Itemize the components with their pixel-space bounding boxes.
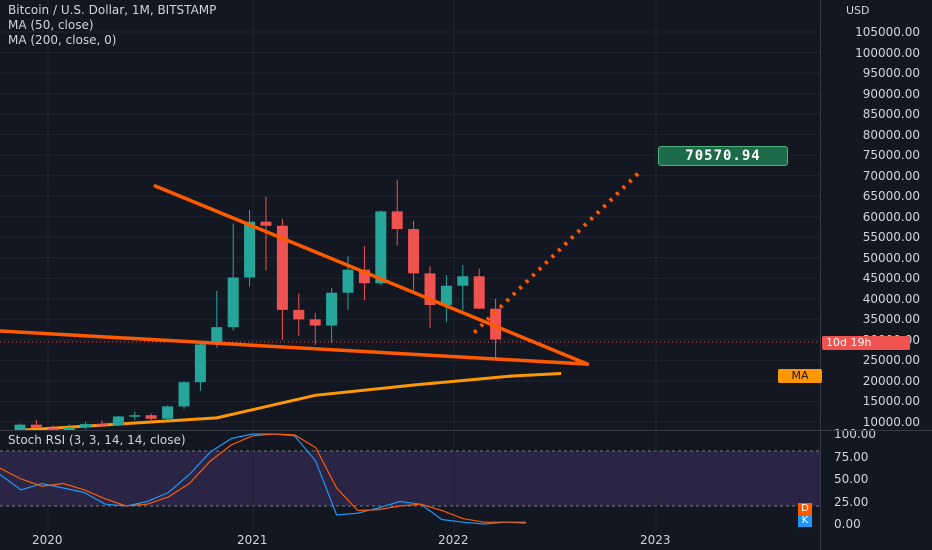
stoch-rsi-d-line [0, 433, 526, 523]
candle-body [30, 424, 42, 428]
time-tick-label: 2023 [640, 533, 671, 547]
axis-divider [820, 0, 821, 550]
candle-body [309, 319, 321, 326]
candle-body [326, 292, 338, 326]
candles [14, 179, 502, 430]
candle-body [47, 427, 59, 430]
ma-200-line [19, 372, 562, 430]
candle-body [129, 415, 141, 417]
price-tick-label: 65000.00 [862, 189, 920, 204]
candle-body [162, 406, 174, 419]
candle-body [260, 221, 272, 226]
stoch-rsi-panel[interactable] [0, 430, 820, 530]
candle-body [276, 225, 288, 310]
stoch-rsi-legend[interactable]: Stoch RSI (3, 3, 14, 14, close) [8, 433, 186, 447]
candle-body [145, 415, 157, 419]
rsi-tick-label: 25.00 [834, 494, 869, 509]
stoch-rsi-k-line [0, 433, 527, 525]
candle-body [473, 276, 485, 309]
price-tick-label: 100000.00 [855, 45, 920, 60]
symbol-title[interactable]: Bitcoin / U.S. Dollar, 1M, BITSTAMP [8, 3, 217, 17]
candle-body [440, 285, 452, 305]
candle-body [14, 424, 26, 430]
candle-body [63, 427, 75, 430]
candle-body [96, 424, 108, 426]
rsi-lines [0, 433, 527, 525]
time-axis[interactable]: 2020 2021 2022 2023 [0, 530, 820, 550]
trendlines [0, 171, 640, 366]
candle-body [211, 327, 223, 345]
countdown-tag: 10d 19h [822, 336, 910, 350]
lower-trendline [0, 329, 590, 366]
price-axis[interactable]: 10000.0015000.0020000.0025000.0030000.00… [820, 0, 932, 550]
price-tick-label: 95000.00 [862, 66, 920, 81]
candle-body [457, 276, 469, 286]
price-tick-label: 105000.00 [855, 25, 920, 39]
candle-body [391, 211, 403, 230]
price-tick-label: 45000.00 [862, 271, 920, 286]
candle-body [227, 277, 239, 328]
price-grid [0, 0, 820, 430]
candle-body [293, 309, 305, 320]
ma-tag: MA [778, 369, 822, 383]
price-tick-label: 70000.00 [862, 168, 920, 183]
rsi-tick-label: 50.00 [834, 472, 869, 486]
currency-label[interactable]: USD [846, 4, 870, 17]
d-label: D [798, 503, 812, 515]
price-tick-label: 75000.00 [862, 148, 920, 163]
price-tick-label: 10000.00 [862, 415, 920, 429]
rsi-tick-label: 75.00 [834, 449, 869, 464]
rsi-tick-label: 0.00 [834, 517, 861, 531]
ma-line [19, 372, 562, 430]
rsi-grid [47, 430, 657, 530]
time-tick-label: 2022 [438, 533, 469, 547]
candle-body [244, 221, 256, 278]
price-tick-label: 40000.00 [862, 291, 920, 306]
panel-divider[interactable] [0, 430, 932, 431]
candle-body [375, 211, 387, 284]
candle-body [342, 269, 354, 293]
ma-200-legend[interactable]: MA (200, close, 0) [8, 33, 117, 47]
price-tick-label: 55000.00 [862, 230, 920, 245]
candle-body [358, 269, 370, 284]
candle-body [194, 344, 206, 383]
projection-line [472, 171, 640, 334]
time-tick-label: 2020 [32, 533, 63, 547]
candle-body [424, 273, 436, 305]
upper-trendline [153, 184, 590, 366]
price-chart[interactable] [0, 0, 820, 430]
candle-body [112, 416, 124, 426]
target-price-callout: 70570.94 [658, 146, 788, 166]
k-label: K [798, 515, 812, 527]
candle-body [408, 229, 420, 274]
ma-50-legend[interactable]: MA (50, close) [8, 18, 94, 32]
price-tick-label: 85000.00 [862, 107, 920, 122]
price-tick-label: 90000.00 [862, 86, 920, 101]
price-tick-label: 15000.00 [862, 394, 920, 409]
price-tick-label: 50000.00 [862, 250, 920, 265]
time-tick-label: 2021 [237, 533, 268, 547]
candle-body [80, 424, 92, 428]
price-tick-label: 80000.00 [862, 127, 920, 142]
candle-body [178, 382, 190, 407]
price-tick-label: 25000.00 [862, 353, 920, 368]
price-tick-label: 20000.00 [862, 373, 920, 388]
price-tick-label: 35000.00 [862, 312, 920, 327]
price-tick-label: 60000.00 [862, 209, 920, 224]
candle-body [490, 308, 502, 340]
rsi-band [0, 451, 820, 506]
